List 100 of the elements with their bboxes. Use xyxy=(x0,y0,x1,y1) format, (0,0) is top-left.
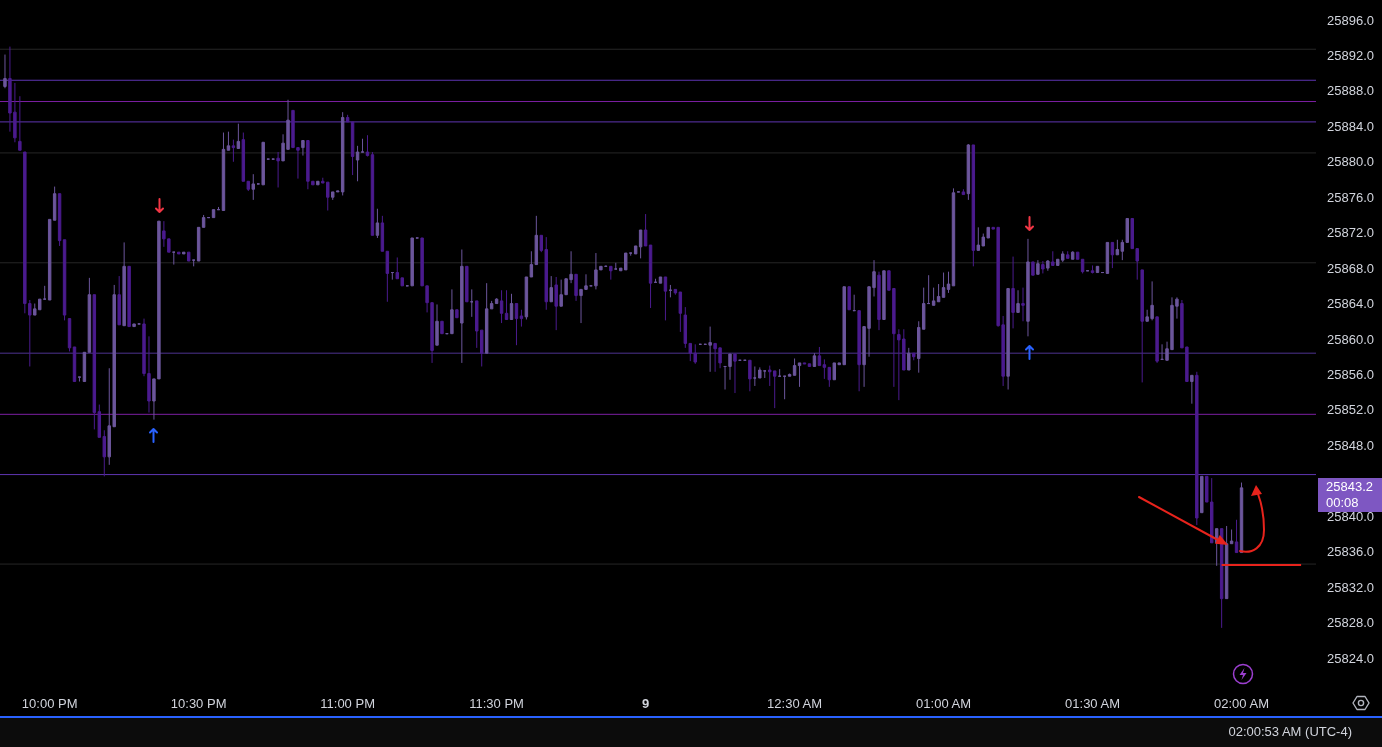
price-label: 25843.2 00:08 xyxy=(1318,477,1382,512)
candlestick xyxy=(1016,289,1020,313)
candlestick xyxy=(772,370,777,409)
candlestick xyxy=(847,286,851,311)
y-tick-label: 25848.0 xyxy=(1327,437,1374,453)
candlestick xyxy=(236,123,241,149)
candlestick xyxy=(638,229,643,259)
candlestick xyxy=(648,244,653,309)
candlestick xyxy=(708,326,712,373)
candlestick xyxy=(435,303,439,346)
y-tick-label: 25864.0 xyxy=(1327,296,1374,312)
y-tick-label: 25828.0 xyxy=(1327,615,1374,631)
candlestick xyxy=(1031,261,1035,276)
candlestick xyxy=(1160,343,1164,360)
y-tick-label: 25856.0 xyxy=(1327,366,1374,382)
y-tick-label: 25872.0 xyxy=(1327,225,1374,241)
candlestick xyxy=(782,375,787,400)
candlestick xyxy=(1021,287,1025,322)
candlestick xyxy=(1051,250,1055,266)
candlestick xyxy=(499,289,504,324)
candlestick xyxy=(172,251,176,266)
candlestick xyxy=(971,144,976,267)
candlestick xyxy=(976,226,981,251)
y-tick-label: 25824.0 xyxy=(1327,650,1374,666)
candlestick xyxy=(733,353,737,394)
candlestick xyxy=(375,208,380,239)
candlestick xyxy=(355,145,360,182)
candlestick xyxy=(1234,519,1239,554)
candlestick xyxy=(87,277,92,353)
candlestick xyxy=(936,283,941,303)
candlestick xyxy=(251,173,255,201)
candlestick xyxy=(509,293,514,321)
candlestick xyxy=(301,140,305,157)
candlestick xyxy=(574,273,578,302)
candlestick xyxy=(465,265,469,303)
candlestick xyxy=(1065,250,1070,259)
y-tick-label: 25860.0 xyxy=(1327,331,1374,347)
candlestick xyxy=(231,139,236,163)
candlestick xyxy=(912,352,916,361)
candlestick xyxy=(226,131,231,151)
candlestick xyxy=(182,251,186,255)
candlestick xyxy=(1195,371,1199,526)
candlestick xyxy=(1110,241,1115,269)
candlestick xyxy=(450,288,454,335)
candlestick xyxy=(1229,529,1234,545)
candlestick xyxy=(1155,316,1159,364)
candlestick xyxy=(1090,264,1095,274)
candlestick xyxy=(812,352,817,367)
y-tick-label: 25852.0 xyxy=(1327,402,1374,418)
x-tick-label: 02:00 AM xyxy=(1214,696,1269,711)
candlestick xyxy=(440,320,444,335)
x-tick-label: 01:00 AM xyxy=(916,696,972,711)
y-tick-label: 25884.0 xyxy=(1327,118,1374,134)
y-tick-label: 25892.0 xyxy=(1327,47,1374,63)
candlestick xyxy=(117,275,121,326)
y-tick-label: 25836.0 xyxy=(1327,544,1374,560)
candlestick xyxy=(758,366,762,379)
candlestick xyxy=(132,323,136,328)
candlestick xyxy=(504,289,509,321)
y-tick-label: 25832.0 xyxy=(1327,579,1374,595)
candlestick xyxy=(340,111,345,196)
candlestick xyxy=(748,359,752,392)
candlestick xyxy=(1006,287,1010,391)
candlestick xyxy=(1190,374,1194,405)
candlestick xyxy=(360,138,365,153)
candlestick xyxy=(1046,259,1050,272)
candlestick xyxy=(186,251,191,262)
candlestick xyxy=(723,365,727,391)
y-tick-label: 25868.0 xyxy=(1327,260,1374,276)
candlestick xyxy=(852,294,856,312)
candlestick xyxy=(514,303,519,346)
candlestick xyxy=(797,362,802,388)
candlestick xyxy=(3,54,7,89)
candlestick xyxy=(907,347,911,371)
candlestick xyxy=(658,276,663,284)
candlestick xyxy=(1070,250,1075,260)
x-tick-label: 12:30 AM xyxy=(767,696,823,711)
candlestick xyxy=(410,237,414,287)
candlestick xyxy=(817,346,822,367)
candlestick xyxy=(455,309,459,319)
candlestick xyxy=(609,265,613,281)
candlestick xyxy=(122,241,126,327)
x-tick-label: 9 xyxy=(641,696,650,711)
x-tick-label: 11:30 PM xyxy=(469,696,524,711)
candlestick xyxy=(524,276,529,321)
candlestick xyxy=(753,365,757,387)
x-tick-label: 10:30 PM xyxy=(170,696,227,711)
candlestick xyxy=(221,132,226,212)
y-tick-label: 25888.0 xyxy=(1327,83,1374,99)
candlestick xyxy=(554,276,558,331)
candlestick xyxy=(1140,269,1144,383)
candlestick xyxy=(549,275,553,303)
candlestick xyxy=(345,114,350,123)
candlestick xyxy=(350,121,355,176)
candlestick xyxy=(1036,259,1040,275)
y-tick-label: 25896.0 xyxy=(1327,12,1374,28)
candlestick xyxy=(365,134,370,157)
x-tick-label: 10:00 PM xyxy=(21,696,78,711)
candlestick xyxy=(276,151,280,188)
candlestick xyxy=(1200,475,1204,514)
